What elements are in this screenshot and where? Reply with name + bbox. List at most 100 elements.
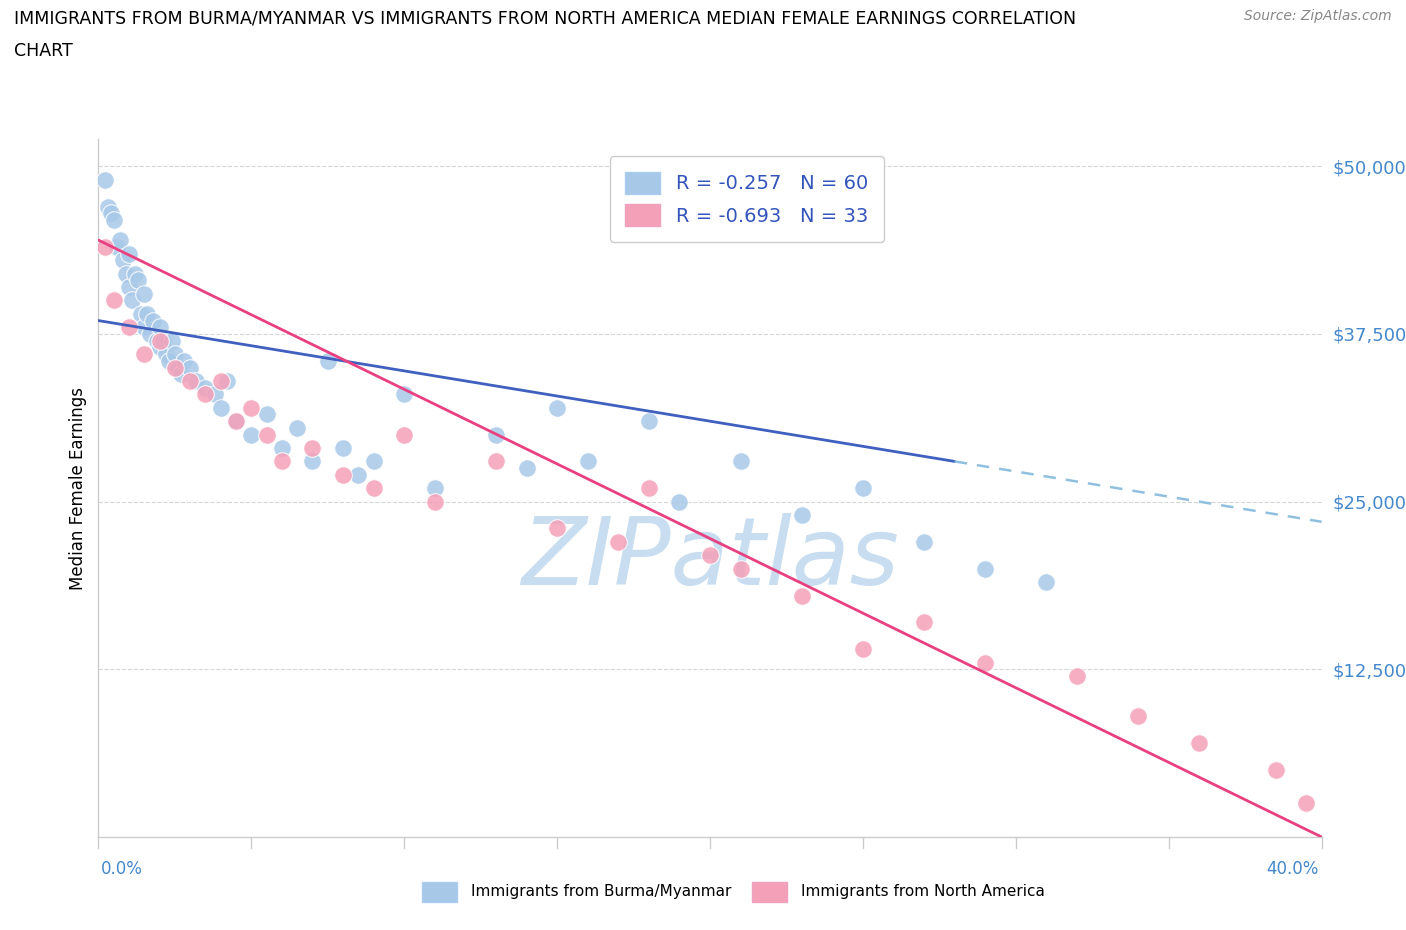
Text: Immigrants from North America: Immigrants from North America — [801, 884, 1045, 899]
Point — [121, 293, 143, 308]
Y-axis label: Median Female Earnings: Median Female Earnings — [69, 387, 87, 590]
Point — [516, 460, 538, 475]
Point — [225, 414, 247, 429]
Point — [127, 272, 149, 287]
Point — [852, 642, 875, 657]
Point — [912, 535, 935, 550]
Point — [363, 454, 385, 469]
Point — [194, 387, 217, 402]
Point — [392, 387, 416, 402]
Point — [301, 441, 323, 456]
Point — [332, 441, 354, 456]
Point — [134, 320, 156, 335]
Point — [103, 213, 125, 228]
Text: 0.0%: 0.0% — [101, 860, 143, 878]
Text: ZIPatlas: ZIPatlas — [522, 512, 898, 604]
Point — [1035, 575, 1057, 590]
Point — [1188, 736, 1211, 751]
Text: IMMIGRANTS FROM BURMA/MYANMAR VS IMMIGRANTS FROM NORTH AMERICA MEDIAN FEMALE EAR: IMMIGRANTS FROM BURMA/MYANMAR VS IMMIGRA… — [14, 9, 1076, 27]
Point — [347, 468, 370, 483]
Point — [363, 481, 385, 496]
Point — [1295, 796, 1317, 811]
Text: Source: ZipAtlas.com: Source: ZipAtlas.com — [1244, 9, 1392, 23]
Point — [1066, 669, 1088, 684]
Text: CHART: CHART — [14, 42, 73, 60]
Point — [142, 313, 165, 328]
Point — [637, 481, 661, 496]
Point — [93, 239, 115, 254]
Point — [423, 494, 446, 509]
Point — [392, 427, 416, 442]
Point — [115, 266, 138, 281]
Point — [129, 307, 152, 322]
Point — [607, 535, 630, 550]
Point — [790, 588, 813, 603]
Text: 40.0%: 40.0% — [1267, 860, 1319, 878]
Point — [157, 353, 180, 368]
Point — [790, 508, 813, 523]
Point — [152, 333, 174, 348]
Point — [546, 521, 568, 536]
Point — [118, 246, 141, 261]
Point — [170, 366, 193, 381]
Point — [149, 333, 172, 348]
Point — [97, 199, 120, 214]
Point — [668, 494, 690, 509]
Point — [111, 253, 134, 268]
Point — [105, 239, 128, 254]
Point — [215, 374, 238, 389]
Point — [423, 481, 446, 496]
Legend: R = -0.257   N = 60, R = -0.693   N = 33: R = -0.257 N = 60, R = -0.693 N = 33 — [610, 156, 884, 242]
Point — [730, 562, 752, 577]
Point — [256, 427, 278, 442]
Point — [204, 387, 226, 402]
Point — [160, 333, 183, 348]
Point — [186, 374, 208, 389]
Point — [118, 280, 141, 295]
Point — [134, 347, 156, 362]
Point — [139, 326, 162, 341]
Point — [209, 374, 232, 389]
Point — [145, 333, 167, 348]
Point — [240, 427, 263, 442]
Point — [485, 454, 508, 469]
Point — [136, 307, 159, 322]
Point — [209, 400, 232, 415]
Point — [118, 320, 141, 335]
Point — [1128, 709, 1150, 724]
Point — [240, 400, 263, 415]
Point — [576, 454, 599, 469]
Point — [179, 360, 201, 375]
Point — [173, 353, 195, 368]
Point — [194, 380, 217, 395]
Point — [699, 548, 721, 563]
Point — [149, 340, 172, 355]
Point — [167, 360, 190, 375]
Point — [155, 347, 177, 362]
Point — [100, 206, 122, 220]
Point — [285, 420, 308, 435]
Point — [179, 374, 201, 389]
Point — [316, 353, 339, 368]
Point — [637, 414, 661, 429]
Point — [270, 454, 294, 469]
Point — [108, 232, 131, 247]
Point — [163, 347, 186, 362]
Point — [1264, 763, 1286, 777]
Point — [974, 562, 997, 577]
Point — [103, 293, 125, 308]
Point — [149, 320, 172, 335]
Point — [225, 414, 247, 429]
Point — [134, 286, 156, 301]
Point — [256, 407, 278, 422]
Point — [163, 360, 186, 375]
Point — [332, 468, 354, 483]
Point — [546, 400, 568, 415]
Point — [270, 441, 294, 456]
Point — [124, 266, 146, 281]
Point — [912, 615, 935, 630]
Point — [852, 481, 875, 496]
Point — [301, 454, 323, 469]
Text: Immigrants from Burma/Myanmar: Immigrants from Burma/Myanmar — [471, 884, 731, 899]
Point — [485, 427, 508, 442]
